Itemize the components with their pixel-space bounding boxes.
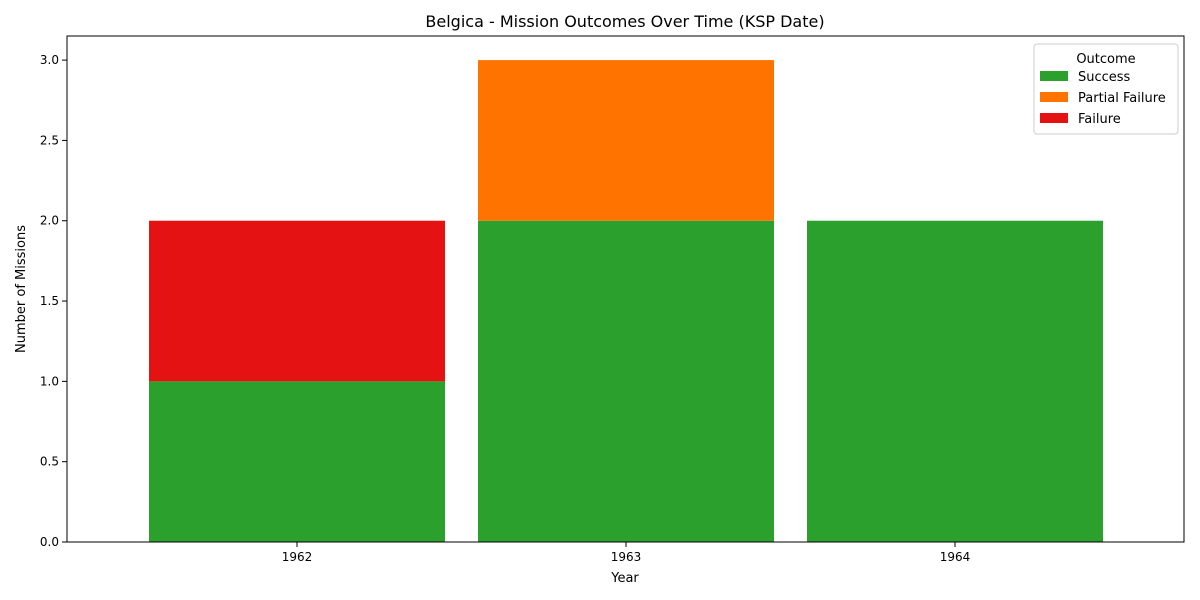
y-tick-label: 2.0: [40, 214, 59, 228]
y-tick-label: 3.0: [40, 53, 59, 67]
x-tick-label: 1962: [282, 550, 313, 564]
legend-swatch-failure: [1040, 113, 1068, 123]
bar-failure-1962: [149, 220, 445, 382]
x-tick-label: 1963: [611, 550, 642, 564]
legend-label-success: Success: [1078, 70, 1131, 85]
y-tick-label: 0.5: [40, 455, 59, 469]
y-axis-ticks: 0.0 0.5 1.0 1.5 2.0 2.5 3.0: [40, 53, 67, 549]
y-tick-label: 2.5: [40, 133, 59, 147]
x-tick-label: 1964: [940, 550, 971, 564]
legend-swatch-success: [1040, 71, 1068, 81]
bar-success-1964: [807, 220, 1103, 542]
bar-success-1962: [149, 381, 445, 542]
legend-swatch-partial-failure: [1040, 92, 1068, 102]
y-tick-label: 1.0: [40, 374, 59, 388]
y-tick-label: 1.5: [40, 294, 59, 308]
x-axis-label: Year: [610, 571, 639, 586]
y-axis-label: Number of Missions: [14, 225, 29, 353]
chart-title: Belgica - Mission Outcomes Over Time (KS…: [425, 12, 824, 31]
legend-items: Success Partial Failure Failure: [1040, 70, 1166, 127]
plot-frame: [66, 35, 1185, 543]
bars-group: [149, 60, 1103, 542]
y-tick-label: 0.0: [40, 535, 59, 549]
legend-label-failure: Failure: [1078, 112, 1121, 127]
bar-success-1963: [478, 220, 774, 542]
x-axis-ticks: 1962 1963 1964: [282, 542, 971, 564]
bar-partial-failure-1963: [478, 60, 774, 221]
legend-label-partial-failure: Partial Failure: [1078, 91, 1166, 106]
legend-title: Outcome: [1076, 52, 1135, 67]
legend: Outcome Success Partial Failure Failure: [1033, 43, 1179, 135]
legend-box: [1033, 43, 1179, 135]
